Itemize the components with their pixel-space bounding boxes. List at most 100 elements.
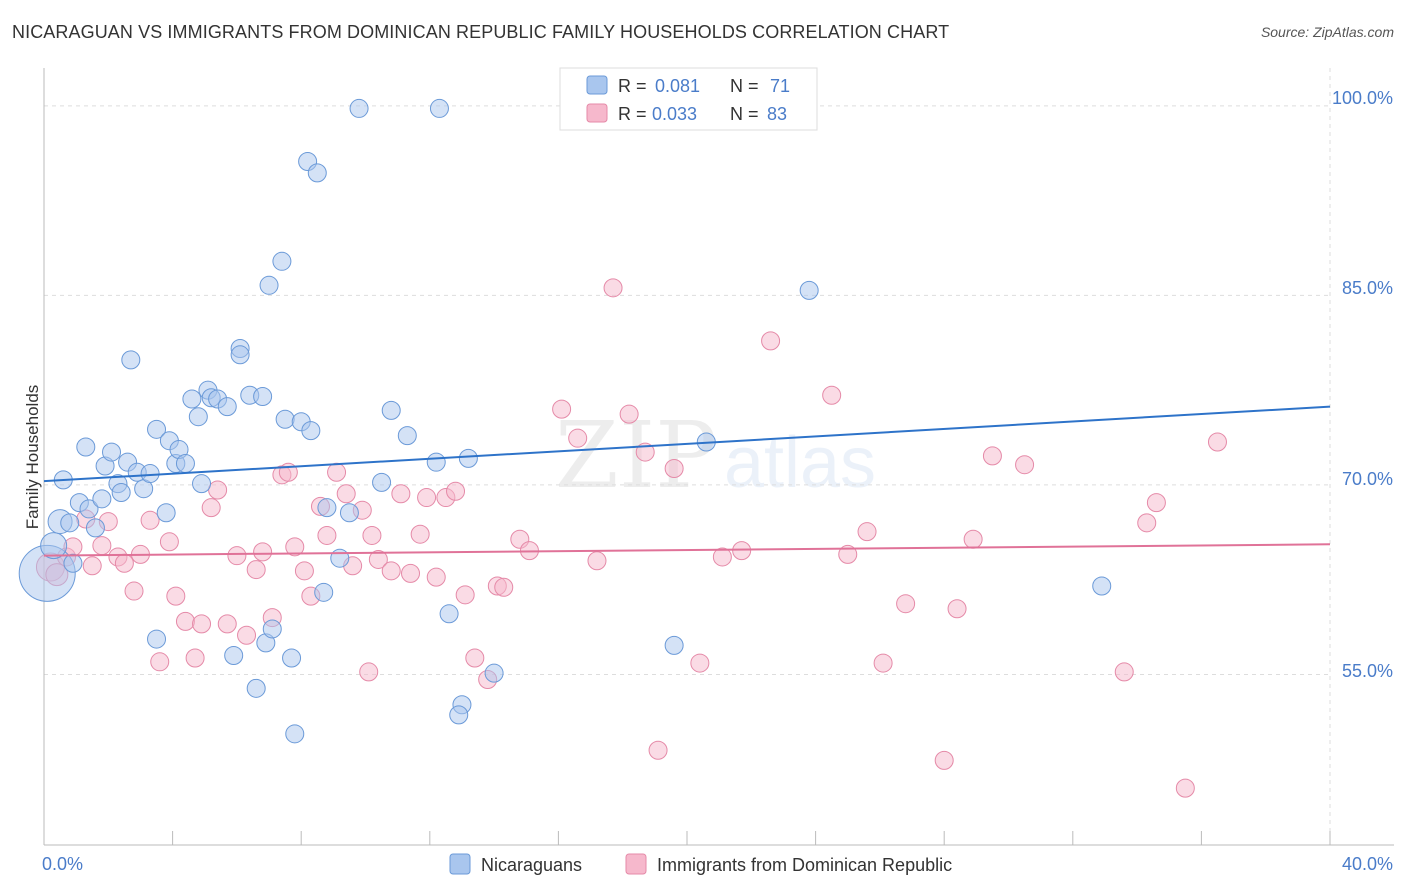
nicaraguan-point — [40, 532, 68, 560]
trend-lines — [43, 405, 1331, 557]
stats-n-value-blue: 71 — [770, 76, 790, 96]
dominican-point — [114, 553, 134, 573]
nicaraguan-point — [217, 397, 237, 417]
dominican-point — [201, 498, 221, 518]
nicaraguan-point — [429, 98, 449, 118]
nicaraguan-point — [60, 513, 80, 533]
dominican-point — [327, 462, 347, 482]
source-credit: Source: ZipAtlas.com — [1260, 24, 1394, 40]
dominican-point — [568, 428, 588, 448]
dominican-point — [1137, 513, 1157, 533]
dominican-point — [455, 585, 475, 605]
dominican-point — [896, 594, 916, 614]
dominican-point — [246, 560, 266, 580]
y-tick-label-100: 100.0% — [1332, 88, 1393, 108]
nicaraguan-point — [156, 503, 176, 523]
nicaraguan-point — [111, 483, 131, 503]
dominican-point — [822, 385, 842, 405]
nicaraguan-point — [307, 163, 327, 183]
nicaraguan-point — [175, 453, 195, 473]
nicaraguan-point — [63, 553, 83, 573]
stats-n-label-pink: N = — [730, 104, 759, 124]
dominican-point — [227, 546, 247, 566]
stats-box: R = 0.081 N = 71 R = 0.033 N = 83 — [559, 67, 818, 131]
dominican-point — [381, 561, 401, 581]
dominican-point — [1114, 662, 1134, 682]
y-tick-label-70: 70.0% — [1342, 469, 1393, 489]
dominican-point — [690, 653, 710, 673]
dominican-point — [934, 750, 954, 770]
nicaraguan-point — [799, 280, 819, 300]
nicaraguan-point — [484, 663, 504, 683]
dominican-point — [1207, 432, 1227, 452]
dominican-point — [124, 581, 144, 601]
dominican-point — [368, 549, 388, 569]
stats-n-value-pink: 83 — [767, 104, 787, 124]
dominican-point — [417, 488, 437, 508]
y-axis-label: Family Households — [23, 385, 42, 530]
dominican-point — [1146, 493, 1166, 513]
nicaraguan-point — [121, 350, 141, 370]
nicaraguan-point — [339, 503, 359, 523]
legend-label-dominican[interactable]: Immigrants from Dominican Republic — [657, 855, 952, 875]
axes-layer — [43, 68, 1394, 846]
nicaraguan-point — [301, 421, 321, 441]
nicaraguan-point — [381, 400, 401, 420]
stats-r-label-pink: R = — [618, 104, 647, 124]
dominican-point — [92, 536, 112, 556]
nicaraguan-point — [79, 499, 99, 519]
chart-title: NICARAGUAN VS IMMIGRANTS FROM DOMINICAN … — [12, 22, 950, 42]
stats-swatch-pink — [586, 103, 608, 123]
dominican-point — [947, 599, 967, 619]
y-tick-label-85: 85.0% — [1342, 278, 1393, 298]
dominican-point — [336, 484, 356, 504]
nicaraguan-trend-line — [43, 405, 1331, 483]
dominican-point — [140, 510, 160, 530]
nicaraguan-point — [230, 345, 250, 365]
dominican-point — [253, 542, 273, 562]
nicaraguan-point — [102, 442, 122, 462]
nicaraguan-point — [192, 474, 212, 494]
nicaraguan-point — [372, 472, 392, 492]
nicaraguan-point — [188, 407, 208, 427]
dominican-point — [648, 740, 668, 760]
dominican-point — [963, 529, 983, 549]
blue-series-points — [18, 97, 1112, 744]
nicaraguan-point — [85, 518, 105, 538]
bottom-legend: Nicaraguans Immigrants from Dominican Re… — [449, 853, 952, 875]
legend-label-nicaraguans[interactable]: Nicaraguans — [481, 855, 582, 875]
dominican-point — [285, 537, 305, 557]
nicaraguan-point — [76, 437, 96, 457]
pink-series-points — [35, 278, 1227, 798]
nicaraguan-point — [253, 386, 273, 406]
dominican-point — [359, 662, 379, 682]
y-tick-label-55: 55.0% — [1342, 661, 1393, 681]
dominican-point — [857, 522, 877, 542]
dominican-point — [1015, 455, 1035, 475]
legend-swatch-dominican[interactable] — [625, 853, 647, 875]
dominican-point — [619, 404, 639, 424]
dominican-point — [317, 525, 337, 545]
stats-r-label-blue: R = — [618, 76, 647, 96]
dominican-point — [192, 614, 212, 634]
nicaraguan-point — [147, 629, 167, 649]
dominican-point — [82, 556, 102, 576]
nicaraguan-point — [330, 548, 350, 568]
dominican-point — [873, 653, 893, 673]
dominican-point — [166, 586, 186, 606]
dominican-point — [1175, 778, 1195, 798]
nicaraguan-point — [458, 448, 478, 468]
nicaraguan-point — [259, 275, 279, 295]
dominican-point — [185, 648, 205, 668]
dominican-point — [838, 544, 858, 564]
legend-swatch-nicaraguans[interactable] — [449, 853, 471, 875]
dominican-point — [362, 525, 382, 545]
dominican-point — [217, 614, 237, 634]
dominican-point — [982, 446, 1002, 466]
dominican-point — [587, 551, 607, 571]
dominican-point — [426, 567, 446, 587]
dominican-point — [552, 399, 572, 419]
nicaraguan-point — [140, 464, 160, 484]
stats-swatch-blue — [586, 75, 608, 95]
nicaraguan-point — [317, 498, 337, 518]
